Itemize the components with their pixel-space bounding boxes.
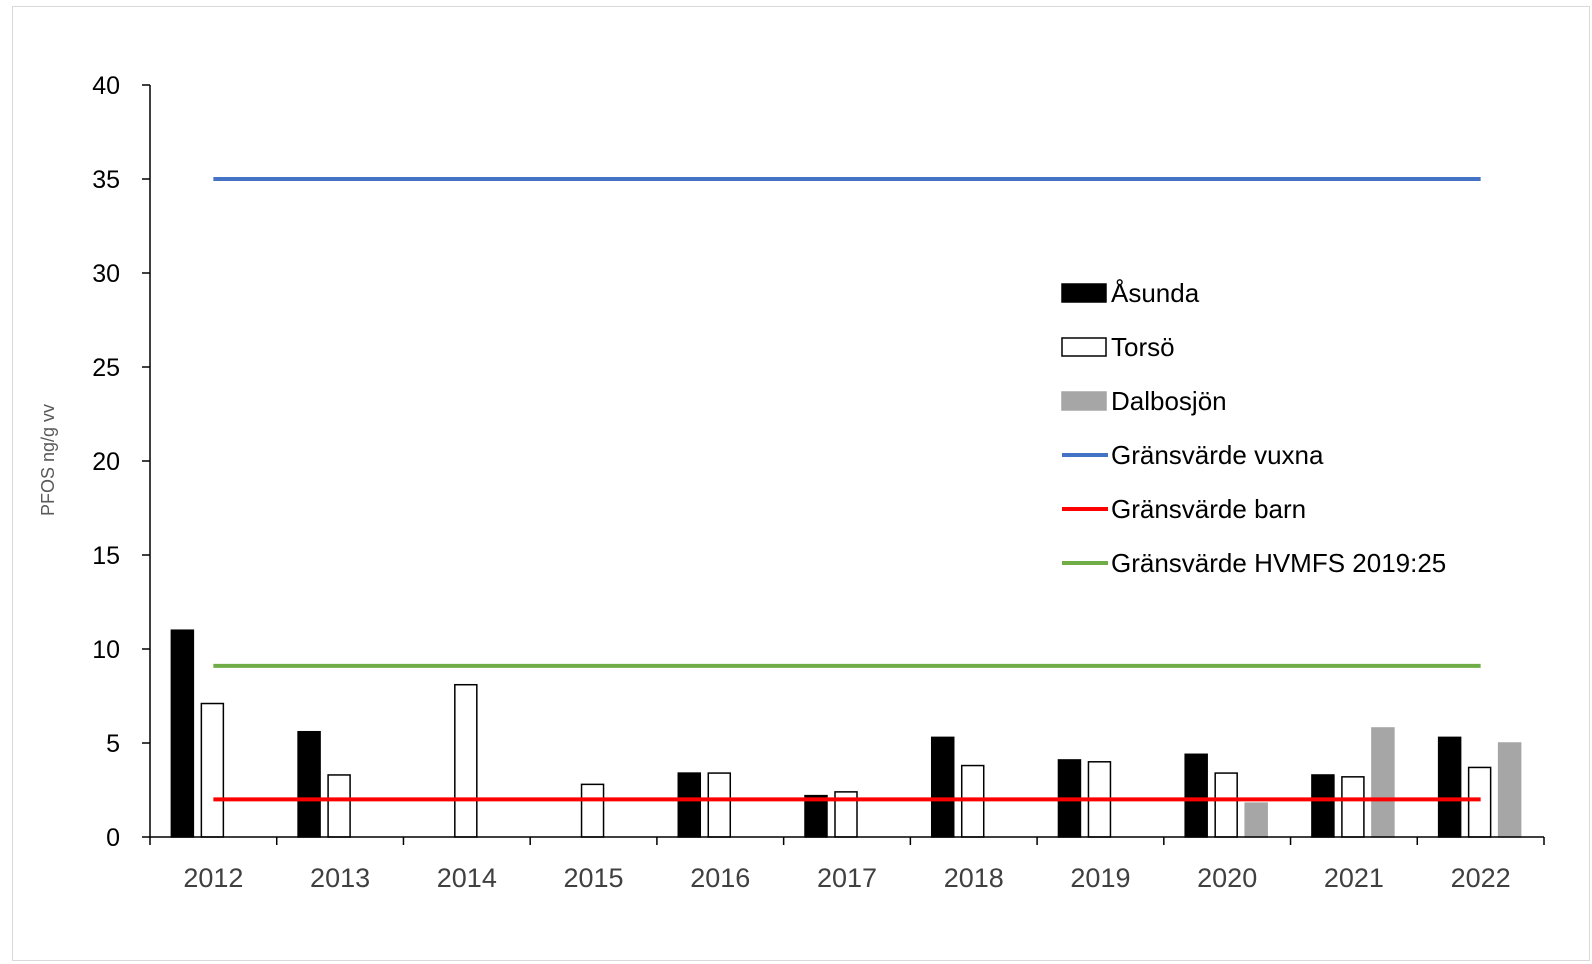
- y-tick-label-10: 10: [92, 636, 120, 664]
- legend-label-tors-: Torsö: [1111, 332, 1175, 362]
- bar--sunda-2021: [1311, 774, 1335, 838]
- legend-swatch-dalbosj-n: [1061, 391, 1107, 411]
- legend: Åsunda Torsö Dalbosjön Gränsvärde vuxna Grän…: [1061, 278, 1446, 578]
- bar--sunda-2018: [930, 736, 955, 838]
- bar--sunda-2020: [1184, 753, 1208, 838]
- legend-swatch--sunda: [1061, 283, 1107, 303]
- bar--sunda-2017: [804, 794, 828, 838]
- legend-label-dalbosj-n: Dalbosjön: [1111, 386, 1227, 416]
- y-tick-label-35: 35: [92, 166, 120, 194]
- y-tick-label-40: 40: [92, 72, 120, 100]
- legend-label--sunda: Åsunda: [1111, 278, 1200, 308]
- bar-tors--2021: [1341, 776, 1365, 838]
- x-tick-label-2017: 2017: [817, 863, 877, 893]
- y-tick-label-5: 5: [106, 730, 120, 758]
- x-tick-label-2018: 2018: [944, 863, 1004, 893]
- y-tick-label-0: 0: [106, 824, 120, 852]
- bar-dalbosj-n-2022: [1497, 742, 1522, 838]
- bar-tors--2022: [1467, 766, 1492, 838]
- bar-tors--2014: [454, 683, 478, 838]
- bar-tors--2020: [1214, 772, 1238, 838]
- bar--sunda-2022: [1437, 736, 1462, 838]
- x-tick-label-2021: 2021: [1324, 863, 1384, 893]
- legend-label-gr-nsv-rde-vuxna: Gränsvärde vuxna: [1111, 440, 1324, 470]
- bars-group: [170, 629, 1522, 838]
- bar--sunda-2016: [677, 772, 702, 838]
- reference-lines-group: [213, 177, 1481, 802]
- y-tick-label-30: 30: [92, 260, 120, 288]
- y-tick-label-25: 25: [92, 354, 120, 382]
- bar-tors--2012: [200, 702, 225, 838]
- x-tick-label-2014: 2014: [437, 863, 497, 893]
- x-tick-label-2013: 2013: [310, 863, 370, 893]
- x-tick-label-2016: 2016: [690, 863, 750, 893]
- bar-tors--2013: [327, 774, 351, 838]
- bar-tors--2015: [580, 783, 605, 838]
- legend-swatch-tors-: [1061, 337, 1107, 357]
- bar-tors--2016: [707, 772, 732, 838]
- y-axis-label: PFOS ng/g vv: [38, 404, 58, 516]
- x-tick-label-2022: 2022: [1451, 863, 1511, 893]
- axes-group: 0 5 10 15 20 25 30 35 40 2012 2013 2014 2015 2016 2017…: [92, 72, 1545, 893]
- x-tick-label-2012: 2012: [183, 863, 243, 893]
- x-tick-label-2020: 2020: [1197, 863, 1257, 893]
- legend-label-gr-nsv-rde-hvmfs-2019-25: Gränsvärde HVMFS 2019:25: [1111, 548, 1446, 578]
- bar-dalbosj-n-2020: [1244, 802, 1268, 838]
- bar--sunda-2012: [170, 629, 195, 838]
- bar-dalbosj-n-2021: [1371, 727, 1395, 838]
- x-tick-label-2019: 2019: [1070, 863, 1130, 893]
- y-tick-label-20: 20: [92, 448, 120, 476]
- y-tick-label-15: 15: [92, 542, 120, 570]
- x-tick-label-2015: 2015: [564, 863, 624, 893]
- legend-label-gr-nsv-rde-barn: Gränsvärde barn: [1111, 494, 1306, 524]
- bar--sunda-2013: [297, 730, 321, 838]
